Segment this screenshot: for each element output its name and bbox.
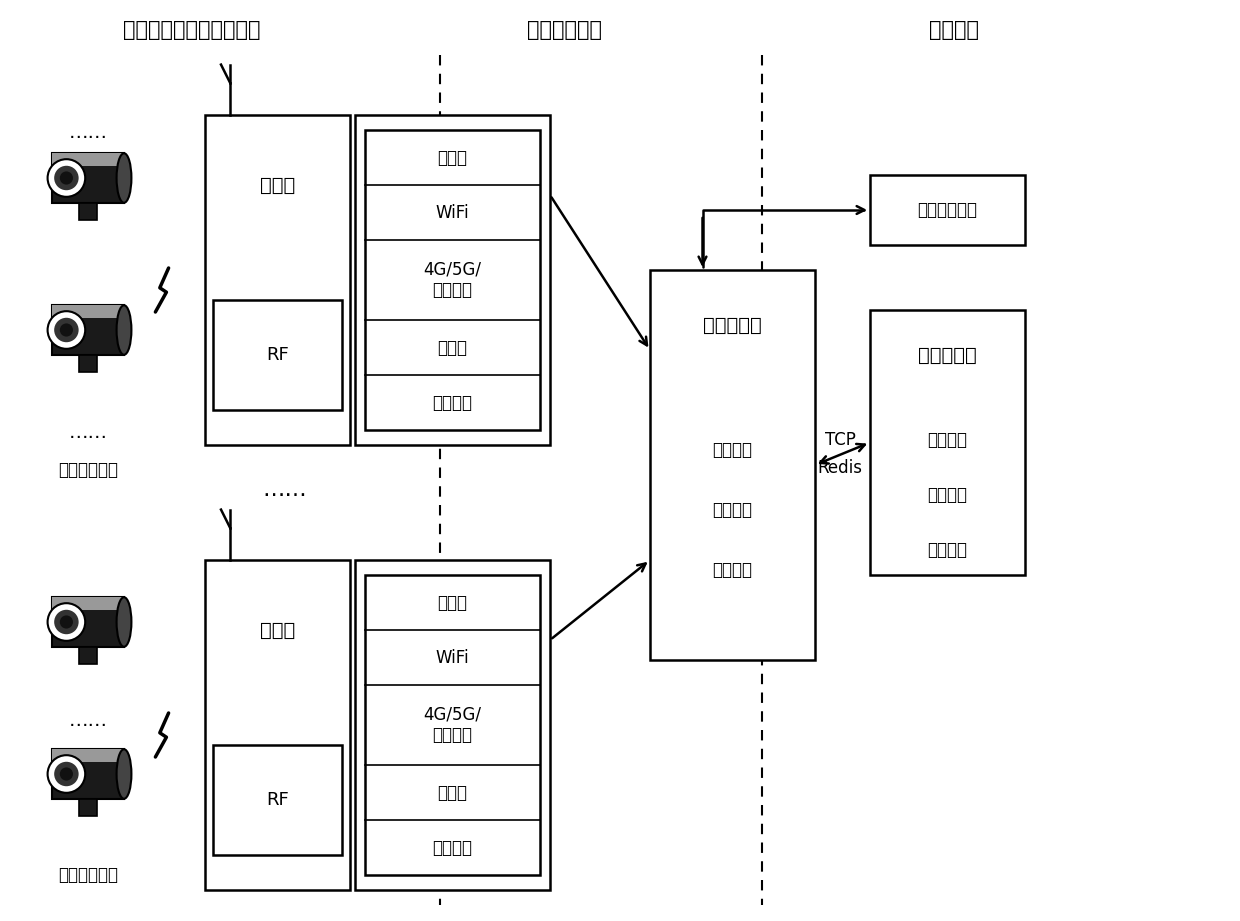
Bar xyxy=(650,270,815,660)
Text: 远程通信网络: 远程通信网络 xyxy=(527,20,601,40)
Circle shape xyxy=(47,159,86,197)
Text: WiFi: WiFi xyxy=(435,648,469,667)
Bar xyxy=(52,750,124,799)
Text: RF: RF xyxy=(267,346,289,364)
Bar xyxy=(79,203,97,220)
Text: 低功耗照相机: 低功耗照相机 xyxy=(58,461,118,479)
Bar xyxy=(213,745,342,855)
Ellipse shape xyxy=(117,153,131,203)
Bar xyxy=(365,575,539,875)
Circle shape xyxy=(47,603,86,641)
Bar xyxy=(365,130,539,430)
Bar xyxy=(52,153,124,203)
Circle shape xyxy=(60,171,73,184)
Text: 应用服务器: 应用服务器 xyxy=(918,345,977,365)
Text: 数据分析: 数据分析 xyxy=(928,486,967,504)
Text: 数据存储: 数据存储 xyxy=(713,561,753,579)
Text: 以太网: 以太网 xyxy=(438,148,467,167)
Ellipse shape xyxy=(117,750,131,799)
Bar xyxy=(355,560,551,890)
Bar xyxy=(205,115,350,445)
Text: RF: RF xyxy=(267,791,289,809)
Circle shape xyxy=(55,166,78,191)
Circle shape xyxy=(60,323,73,336)
Circle shape xyxy=(55,610,78,635)
Text: 光通信: 光通信 xyxy=(438,784,467,801)
Text: 集中器: 集中器 xyxy=(260,621,295,639)
Text: 业务逻辑: 业务逻辑 xyxy=(928,541,967,559)
Bar xyxy=(205,560,350,890)
Bar xyxy=(52,305,124,355)
Bar xyxy=(79,799,97,816)
Bar xyxy=(213,300,342,410)
Circle shape xyxy=(55,762,78,787)
Bar xyxy=(870,310,1025,575)
Text: 以太网: 以太网 xyxy=(438,593,467,612)
Text: WiFi: WiFi xyxy=(435,204,469,221)
Circle shape xyxy=(60,615,73,629)
Text: ……: …… xyxy=(68,123,108,143)
Text: 数据交换: 数据交换 xyxy=(713,501,753,519)
Text: 4G/5G/
专网终端: 4G/5G/ 专网终端 xyxy=(424,261,481,299)
Text: ……: …… xyxy=(68,423,108,441)
Text: Redis: Redis xyxy=(817,459,863,477)
Bar xyxy=(52,750,124,762)
Bar xyxy=(52,153,124,166)
Bar xyxy=(79,647,97,664)
Text: TCP: TCP xyxy=(825,431,856,449)
Circle shape xyxy=(47,755,86,793)
Circle shape xyxy=(55,318,78,343)
Bar xyxy=(52,597,124,610)
Text: 主站系统: 主站系统 xyxy=(929,20,980,40)
Bar xyxy=(52,305,124,318)
Text: 光通信: 光通信 xyxy=(438,339,467,356)
Text: 4G/5G/
专网终端: 4G/5G/ 专网终端 xyxy=(424,705,481,744)
Text: 远程总线: 远程总线 xyxy=(433,838,472,857)
Text: 通信服务器: 通信服务器 xyxy=(703,316,761,334)
Circle shape xyxy=(60,767,73,781)
Ellipse shape xyxy=(117,305,131,355)
Text: ……: …… xyxy=(68,710,108,729)
Text: 集中器: 集中器 xyxy=(260,176,295,194)
Text: 远程总线: 远程总线 xyxy=(433,393,472,412)
Text: 网络管理: 网络管理 xyxy=(713,441,753,459)
Text: ……: …… xyxy=(263,480,308,500)
Bar xyxy=(52,597,124,647)
Text: 本地低功耗无线接入网络: 本地低功耗无线接入网络 xyxy=(123,20,260,40)
Ellipse shape xyxy=(117,597,131,647)
Text: 低功耗照相机: 低功耗照相机 xyxy=(58,866,118,884)
Text: 管理维护系统: 管理维护系统 xyxy=(918,201,977,219)
Text: 图像识别: 图像识别 xyxy=(928,431,967,449)
Bar xyxy=(355,115,551,445)
Bar xyxy=(79,355,97,372)
Circle shape xyxy=(47,311,86,349)
Bar xyxy=(870,175,1025,245)
